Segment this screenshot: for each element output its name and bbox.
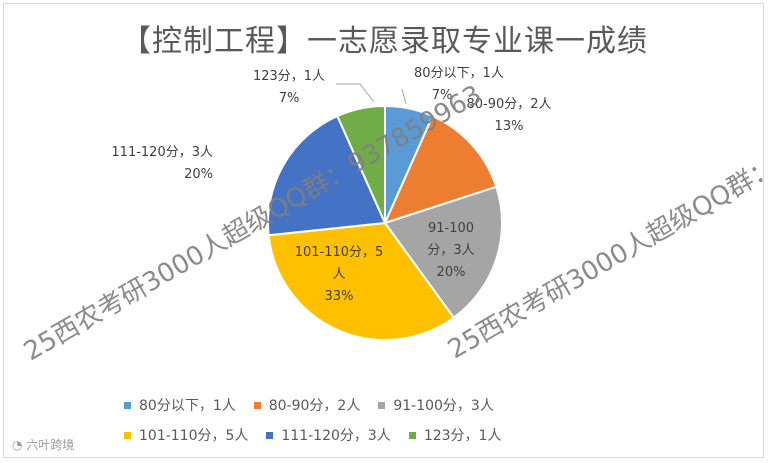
legend-item-1: 80-90分，2人 bbox=[253, 395, 361, 415]
legend-label-1: 80-90分，2人 bbox=[268, 398, 361, 414]
chart-frame: 【控制工程】一志愿录取专业课一成绩 80分以下，1人 7% 80-90分，2人 13%… bbox=[3, 3, 764, 458]
legend-item-5: 123分，1人 bbox=[408, 425, 502, 445]
legend-label-0: 80分以下，1人 bbox=[139, 398, 236, 414]
legend-swatch-4 bbox=[266, 431, 274, 439]
legend-swatch-5 bbox=[408, 431, 416, 439]
data-label-1: 80-90分，2人 13% bbox=[466, 97, 551, 134]
legend-row-1: 80分以下，1人 80-90分，2人 91-100分，3人 bbox=[124, 390, 684, 420]
data-label-5: 123分，1人 7% bbox=[253, 69, 325, 106]
pie-chart: 80分以下，1人 7%80-90分，2人 13% 91-100 分，3人 20% 101-1… bbox=[111, 66, 552, 341]
pie-slice-3 bbox=[267, 221, 456, 341]
legend-row-2: 101-110分，5人 111-120分，3人 123分，1人 bbox=[124, 420, 684, 450]
data-label-4: 111-120分，3人 20% bbox=[111, 145, 213, 182]
legend-item-0: 80分以下，1人 bbox=[124, 395, 236, 415]
pie-slice-2 bbox=[383, 185, 503, 320]
leader-line-0 bbox=[401, 88, 407, 105]
legend-label-4: 111-120分，3人 bbox=[281, 428, 391, 444]
logo-text: 六叶跨境 bbox=[26, 438, 75, 452]
logo: ◔ 六叶跨境 bbox=[12, 436, 74, 453]
legend-label-5: 123分，1人 bbox=[423, 428, 502, 444]
chart-title: 【控制工程】一志愿录取专业课一成绩 bbox=[121, 24, 648, 59]
legend-swatch-2 bbox=[378, 401, 386, 409]
legend: 80分以下，1人 80-90分，2人 91-100分，3人 101-110分，5人 1… bbox=[124, 390, 684, 450]
pie-slice-4 bbox=[267, 114, 387, 237]
data-label-3: 101-110分，5 人 33% bbox=[295, 245, 384, 304]
pie-slice-1 bbox=[383, 114, 498, 225]
pie-slice-5 bbox=[336, 104, 386, 224]
logo-icon: ◔ bbox=[12, 438, 23, 452]
leader-line-5 bbox=[336, 83, 375, 103]
legend-item-4: 111-120分，3人 bbox=[266, 425, 391, 445]
legend-item-3: 101-110分，5人 bbox=[124, 425, 248, 445]
legend-label-3: 101-110分，5人 bbox=[139, 428, 249, 444]
legend-label-2: 91-100分，3人 bbox=[393, 398, 494, 414]
legend-item-2: 91-100分，3人 bbox=[378, 395, 494, 415]
legend-swatch-0 bbox=[124, 401, 131, 409]
legend-swatch-3 bbox=[124, 431, 131, 439]
data-label-2: 91-100 分，3人 20% bbox=[427, 221, 474, 280]
legend-swatch-1 bbox=[253, 401, 261, 409]
data-label-0: 80分以下，1人 7% bbox=[414, 66, 504, 103]
